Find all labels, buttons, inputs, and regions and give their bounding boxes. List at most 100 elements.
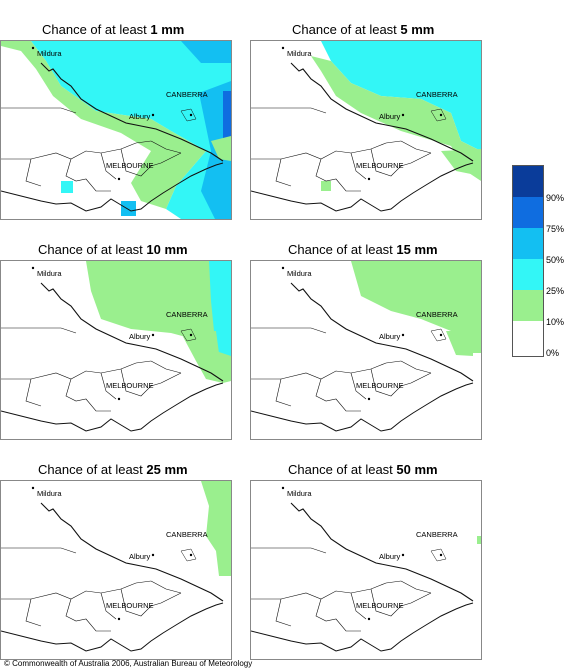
boundary-line — [120, 368, 182, 397]
panel-title-15mm: Chance of at least 15 mm — [288, 242, 438, 257]
city-marker — [117, 177, 121, 181]
boundary-line — [251, 107, 327, 114]
boundary-line — [350, 592, 367, 620]
legend-swatch-75-90 — [513, 197, 543, 228]
probability-region — [181, 331, 223, 383]
city-marker — [31, 266, 35, 270]
probability-region — [121, 201, 136, 216]
city-marker — [151, 553, 155, 557]
legend-swatch-10-25 — [513, 290, 543, 321]
boundary-line — [290, 282, 474, 382]
city-marker — [189, 553, 193, 557]
legend-swatch-90-100 — [513, 166, 543, 197]
boundary-line — [251, 602, 474, 652]
city-marker — [31, 46, 35, 50]
city-marker — [401, 113, 405, 117]
city-label-melbourne: MELBOURNE — [106, 381, 154, 390]
city-marker — [439, 113, 443, 117]
map-svg: Mildura CANBERRA Albury MELBOURNE — [251, 486, 481, 652]
map-svg: Mildura CANBERRA Albury MELBOURNE — [1, 481, 231, 652]
boundary-line — [350, 152, 367, 180]
city-marker — [367, 617, 371, 621]
city-label-canberra: CANBERRA — [166, 90, 208, 99]
boundary-line — [251, 360, 402, 380]
boundary-line — [120, 588, 182, 617]
boundary-line — [65, 378, 111, 412]
copyright-credit: © Commonwealth of Australia 2006, Austra… — [4, 659, 253, 668]
boundary-line — [40, 502, 224, 602]
boundary-line — [1, 327, 77, 334]
city-marker — [151, 113, 155, 117]
rain-map-25mm: Mildura CANBERRA Albury MELBOURNE — [0, 480, 232, 660]
boundary-line — [1, 162, 224, 212]
boundary-line — [1, 140, 152, 160]
map-svg: Mildura CANBERRA Albury MELBOURNE — [1, 41, 231, 219]
boundary-line — [120, 148, 182, 177]
city-label-albury: Albury — [129, 112, 151, 121]
city-marker — [117, 397, 121, 401]
legend-label-0: 0% — [546, 348, 560, 358]
probability-region — [477, 536, 481, 544]
legend-label-75: 75% — [546, 224, 565, 234]
boundary-line — [25, 378, 42, 407]
city-label-canberra: CANBERRA — [166, 310, 208, 319]
boundary-line — [315, 158, 361, 192]
boundary-line — [251, 382, 474, 432]
map-svg: Mildura CANBERRA Albury MELBOURNE — [251, 41, 481, 212]
boundary-line — [100, 592, 117, 620]
legend-swatch-50-75 — [513, 228, 543, 259]
city-label-melbourne: MELBOURNE — [356, 601, 404, 610]
city-marker — [151, 333, 155, 337]
boundary-line — [150, 140, 182, 154]
boundary-line — [1, 382, 224, 432]
boundary-line — [100, 152, 117, 180]
boundary-line — [400, 360, 432, 374]
boundary-line — [251, 140, 402, 160]
boundary-line — [40, 62, 224, 162]
boundary-line — [290, 502, 474, 602]
probability-region — [446, 331, 473, 356]
boundary-line — [40, 282, 224, 382]
boundary-line — [275, 158, 292, 187]
city-label-mildura: Mildura — [37, 49, 62, 58]
boundary-line — [430, 108, 447, 122]
city-label-canberra: CANBERRA — [416, 530, 458, 539]
probability-region — [1, 41, 231, 219]
probability-region — [181, 41, 231, 63]
boundary-line — [65, 598, 111, 632]
boundary-line — [1, 602, 224, 652]
city-marker — [367, 397, 371, 401]
rain-map-15mm: Mildura CANBERRA Albury MELBOURNE — [250, 260, 482, 440]
city-label-mildura: Mildura — [37, 489, 62, 498]
rain-map-10mm: Mildura CANBERRA Albury MELBOURNE — [0, 260, 232, 440]
panel-title-25mm: Chance of at least 25 mm — [38, 462, 188, 477]
panel-title-10mm: Chance of at least 10 mm — [38, 242, 188, 257]
boundary-line — [370, 148, 432, 177]
boundary-line — [1, 360, 152, 380]
rain-map-5mm: Mildura CANBERRA Albury MELBOURNE — [250, 40, 482, 220]
city-label-canberra: CANBERRA — [416, 90, 458, 99]
boundary-line — [251, 547, 327, 554]
city-label-melbourne: MELBOURNE — [356, 161, 404, 170]
city-marker — [281, 266, 285, 270]
city-marker — [281, 46, 285, 50]
boundary-line — [430, 548, 447, 562]
probability-region — [211, 136, 231, 161]
boundary-line — [180, 108, 197, 122]
city-marker — [281, 486, 285, 490]
legend-swatch-25-50 — [513, 259, 543, 290]
rain-map-1mm: Mildura CANBERRA Albury MELBOURNE — [0, 40, 232, 220]
boundary-line — [251, 580, 402, 600]
city-label-albury: Albury — [379, 112, 401, 121]
boundary-line — [370, 368, 432, 397]
city-label-albury: Albury — [379, 552, 401, 561]
city-label-mildura: Mildura — [287, 269, 312, 278]
boundary-line — [370, 588, 432, 617]
boundary-line — [180, 548, 197, 562]
city-label-mildura: Mildura — [287, 489, 312, 498]
probability-region — [61, 181, 73, 193]
boundary-line — [100, 372, 117, 400]
boundary-line — [150, 360, 182, 374]
legend-label-25: 25% — [546, 286, 565, 296]
boundary-line — [315, 378, 361, 412]
